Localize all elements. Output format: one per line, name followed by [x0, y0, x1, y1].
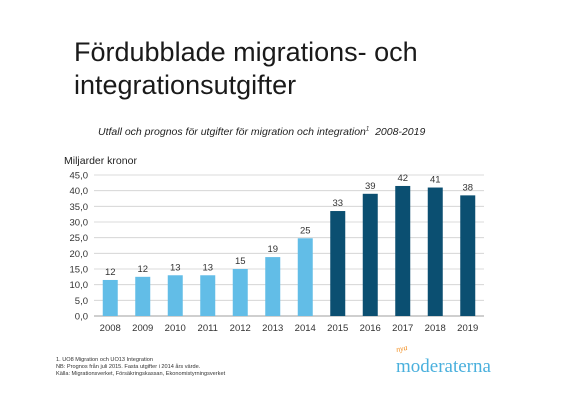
footnote-1: 1. UO8 Migration och UO13 Integration — [56, 357, 154, 363]
x-tick-label-2015: 2015 — [327, 323, 348, 334]
data-label-2019: 38 — [462, 182, 473, 193]
x-tick-label-2014: 2014 — [295, 323, 316, 334]
logo-tagline: nya — [395, 342, 409, 355]
chart-title-text: Utfall och prognos för utgifter för migr… — [98, 126, 366, 138]
moderaterna-logo: nya moderaterna — [395, 343, 536, 382]
bar-2019 — [460, 195, 476, 316]
data-label-2018: 41 — [430, 175, 441, 186]
chart-title-footnote-mark: 1 — [365, 126, 370, 133]
x-tick-label-2018: 2018 — [425, 323, 446, 334]
x-tick-label-2019: 2019 — [457, 323, 478, 334]
x-tick-label-2010: 2010 — [165, 323, 186, 334]
data-label-2015: 33 — [332, 198, 343, 209]
data-label-2008: 12 — [105, 267, 116, 278]
bar-2009 — [135, 276, 151, 316]
y-tick-label: 0,0 — [75, 312, 88, 323]
bars — [102, 185, 476, 316]
data-label-2009: 12 — [137, 264, 148, 275]
y-tick-label: 45,0 — [70, 171, 89, 182]
bar-2012 — [232, 269, 248, 316]
y-tick-label: 10,0 — [70, 280, 89, 291]
bar-2013 — [265, 257, 281, 316]
x-tick-label-2017: 2017 — [392, 323, 413, 334]
y-tick-label: 15,0 — [70, 265, 89, 276]
y-tick-label: 20,0 — [70, 249, 89, 260]
bar-2015 — [330, 211, 346, 316]
data-label-2016: 39 — [365, 181, 376, 192]
x-tick-labels: 2008 2009 2010 2011 2012 2013 2014 2015 2016 2017… — [100, 323, 479, 334]
chart-title-period: 2008-2019 — [375, 126, 426, 138]
x-tick-label-2016: 2016 — [360, 323, 381, 334]
data-label-2017: 42 — [397, 173, 408, 184]
bar-2014 — [297, 238, 313, 316]
data-label-2013: 19 — [267, 244, 278, 255]
footnotes: 1. UO8 Migration och UO13 Integration NB… — [56, 357, 225, 378]
data-labels: 12 12 13 13 15 19 25 33 39 42 41 38 — [105, 173, 473, 278]
footnote-3: Källa: Migrationsverket, Försäkringskass… — [56, 371, 226, 377]
x-tick-label-2013: 2013 — [262, 323, 283, 334]
x-tick-label-2012: 2012 — [230, 323, 251, 334]
x-tick-label-2008: 2008 — [100, 323, 121, 334]
footnote-2: NB: Prognos från juli 2015. Fasta utgift… — [56, 364, 201, 370]
y-tick-labels: 0,0 5,0 10,0 15,0 20,0 25,0 30,0 35,0 40,0 45,0 — [70, 171, 89, 323]
x-tick-label-2009: 2009 — [132, 323, 153, 334]
bar-2016 — [362, 193, 378, 316]
data-label-2014: 25 — [300, 225, 311, 236]
bar-2018 — [427, 187, 443, 316]
page-title: Fördubblade migrations- och integrations… — [74, 37, 418, 100]
chart-title: Utfall och prognos för utgifter för migr… — [98, 126, 425, 138]
x-tick-label-2011: 2011 — [198, 323, 218, 334]
y-tick-label: 40,0 — [70, 186, 89, 197]
bar-2008 — [102, 279, 118, 316]
bar-2010 — [167, 275, 183, 316]
logo-wordmark: moderaterna — [396, 356, 491, 377]
y-tick-label: 25,0 — [70, 233, 89, 244]
y-tick-label: 30,0 — [70, 218, 89, 229]
data-label-2012: 15 — [235, 256, 246, 267]
data-label-2011: 13 — [202, 262, 213, 273]
y-axis-label: Miljarder kronor — [64, 155, 137, 167]
data-label-2010: 13 — [170, 262, 181, 273]
y-tick-label: 5,0 — [75, 296, 88, 307]
y-tick-label: 35,0 — [70, 202, 89, 213]
grid-lines — [94, 174, 484, 317]
bar-2017 — [395, 185, 411, 316]
bar-2011 — [200, 275, 216, 316]
